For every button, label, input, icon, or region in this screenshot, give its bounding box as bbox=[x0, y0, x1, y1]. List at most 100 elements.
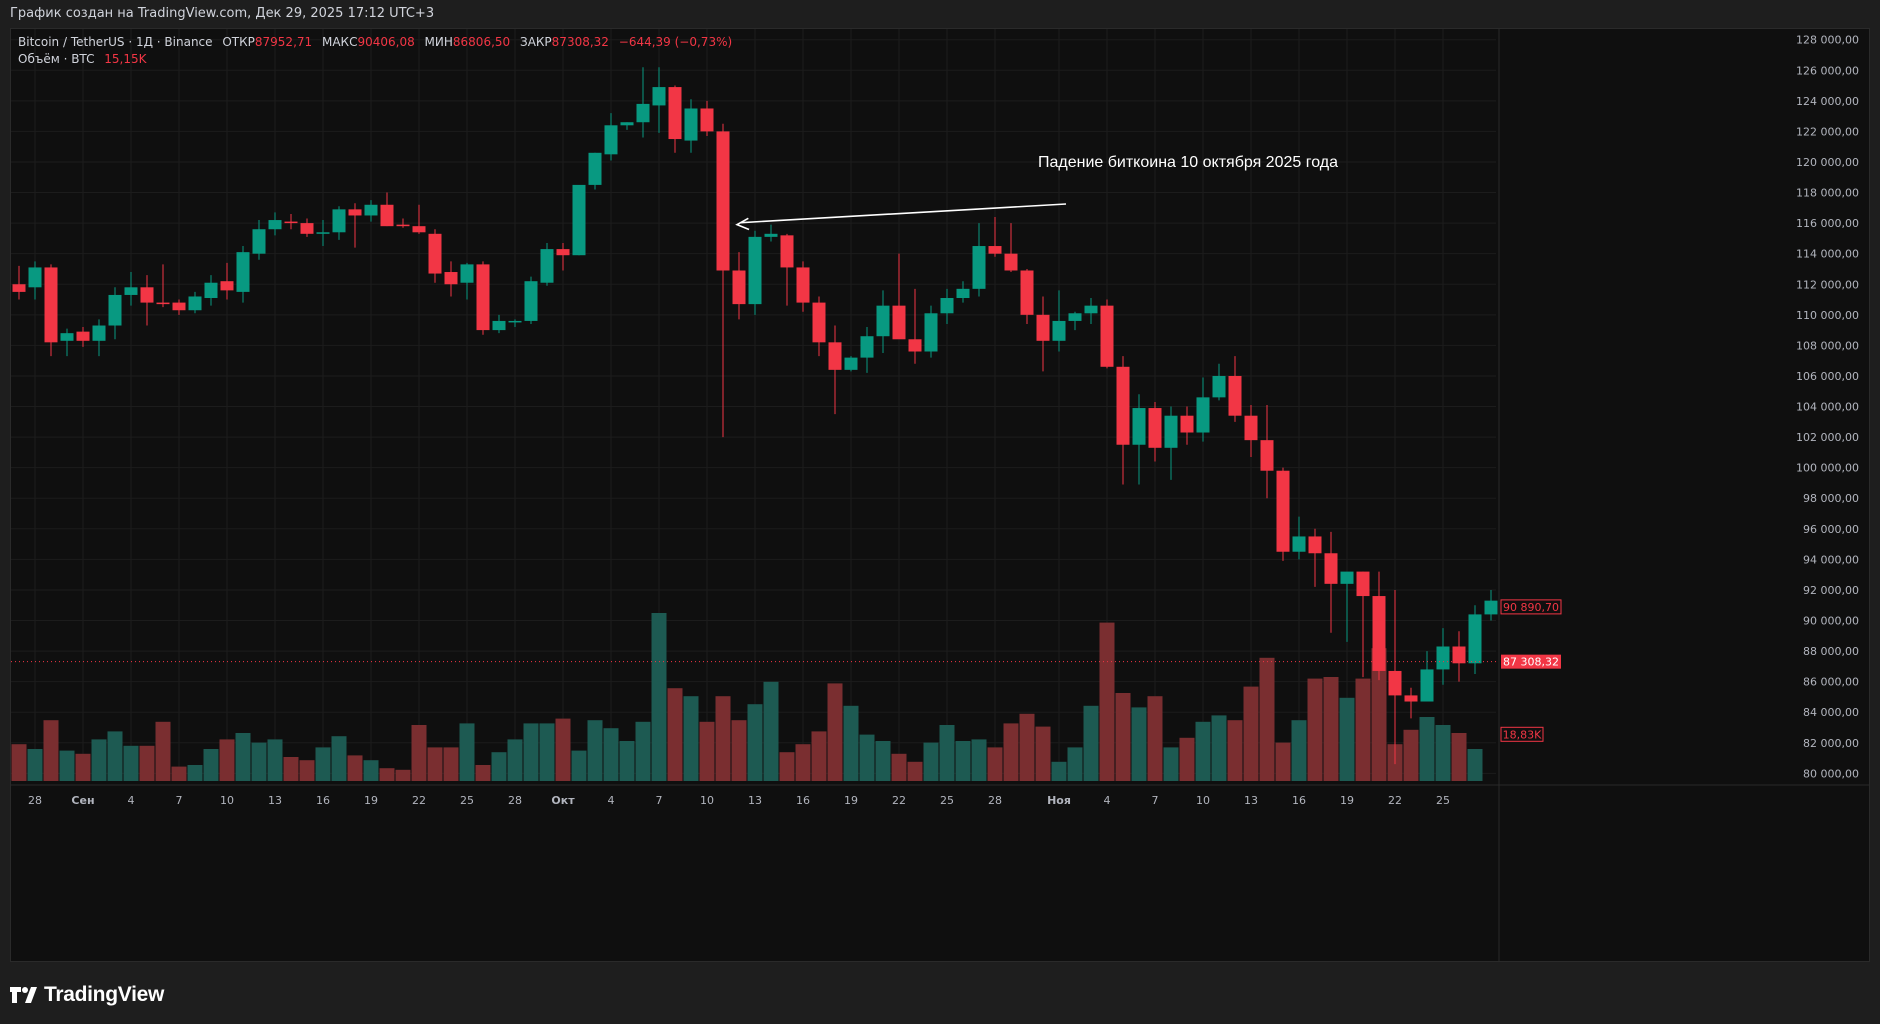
candle-body bbox=[156, 302, 170, 305]
chart-frame[interactable]: 80 000,00 82 000,00 84 000,00 86 000,00 88 0… bbox=[10, 28, 1870, 962]
candle-body bbox=[364, 204, 378, 216]
y-tick-label: 112 000,00 bbox=[1796, 278, 1859, 291]
candle-body bbox=[860, 336, 874, 358]
volume-bar bbox=[1147, 696, 1163, 781]
candle-body bbox=[524, 281, 538, 321]
candle-body bbox=[1100, 305, 1114, 367]
candle-body bbox=[540, 249, 554, 283]
candle-body bbox=[1324, 553, 1338, 584]
x-tick-label: 10 bbox=[1196, 794, 1210, 807]
volume-bar bbox=[1211, 715, 1227, 781]
volume-bar bbox=[763, 681, 779, 781]
x-tick-label: 7 bbox=[176, 794, 183, 807]
volume-bar bbox=[75, 753, 91, 781]
candle-body bbox=[844, 357, 858, 370]
volume-bar bbox=[427, 747, 443, 781]
candle-body bbox=[876, 305, 890, 337]
candle-body bbox=[28, 267, 42, 288]
x-tick-label: 13 bbox=[748, 794, 762, 807]
candle-body bbox=[300, 223, 314, 234]
candle-body bbox=[1308, 536, 1322, 554]
volume-label-box bbox=[1500, 726, 1544, 742]
x-tick-label: 25 bbox=[1436, 794, 1450, 807]
volume-bar bbox=[107, 731, 123, 781]
volume-bar bbox=[571, 750, 587, 781]
x-tick-label: Ноя bbox=[1047, 794, 1071, 807]
volume-bar bbox=[987, 747, 1003, 781]
annotation-arrow-line bbox=[740, 203, 1067, 224]
volume-bar bbox=[1035, 726, 1051, 781]
candle-body bbox=[636, 103, 650, 123]
x-tick-label: 4 bbox=[1104, 794, 1111, 807]
legend-high-value: 90406,08 bbox=[357, 35, 415, 49]
candle-body bbox=[652, 87, 666, 106]
y-tick-label: 82 000,00 bbox=[1803, 737, 1859, 750]
volume-bar bbox=[411, 725, 427, 781]
x-tick-label: 28 bbox=[28, 794, 42, 807]
last-price-label-box bbox=[1501, 654, 1561, 669]
volume-bar bbox=[315, 747, 331, 781]
legend-volume-label[interactable]: Объём · BTC bbox=[18, 52, 95, 66]
volume-bar bbox=[555, 718, 571, 781]
volume-bar bbox=[859, 734, 875, 781]
volume-bar bbox=[1051, 761, 1067, 781]
volume-bar bbox=[203, 749, 219, 781]
volume-bar bbox=[171, 766, 187, 781]
annotation-text: Падение биткоина 10 октября 2025 года bbox=[1038, 154, 1338, 171]
candle-body bbox=[1004, 253, 1018, 271]
volume-bar bbox=[299, 760, 315, 781]
x-tick-label: 19 bbox=[1340, 794, 1354, 807]
legend-symbol[interactable]: Bitcoin / TetherUS · 1Д · Binance bbox=[18, 35, 213, 49]
volume-bar bbox=[1451, 733, 1467, 781]
volume-bar bbox=[283, 757, 299, 781]
candle-body bbox=[268, 220, 282, 230]
legend-high-label: МАКС bbox=[321, 35, 358, 49]
candle-body bbox=[1164, 415, 1178, 448]
candle-body bbox=[1388, 670, 1402, 696]
candle-body bbox=[572, 184, 586, 256]
candle-body bbox=[124, 287, 138, 295]
volume-bar bbox=[651, 613, 667, 781]
volume-bar bbox=[1259, 657, 1275, 781]
x-tick-label: 7 bbox=[1152, 794, 1159, 807]
volume-bar bbox=[219, 739, 235, 781]
candle-body bbox=[1068, 313, 1082, 321]
volume-bar bbox=[507, 739, 523, 781]
volume-bar bbox=[251, 742, 267, 781]
volume-bar bbox=[27, 749, 43, 781]
x-tick-label: 22 bbox=[892, 794, 906, 807]
y-tick-label: 114 000,00 bbox=[1796, 248, 1859, 261]
legend-volume-value: 15,15K bbox=[104, 52, 147, 66]
candle-body bbox=[604, 125, 618, 155]
candle-body bbox=[1148, 408, 1162, 448]
candle-body bbox=[780, 235, 794, 268]
annotation-arrow-head bbox=[735, 217, 750, 231]
candle-body bbox=[188, 296, 202, 311]
candle-body bbox=[1180, 415, 1194, 433]
y-tick-label: 126 000,00 bbox=[1796, 64, 1859, 77]
candle-body bbox=[76, 331, 90, 341]
candle-body bbox=[348, 209, 362, 216]
volume-bar bbox=[1355, 678, 1371, 781]
x-tick-label: Сен bbox=[71, 794, 94, 807]
last-price-label-text: 87 308,32 bbox=[1503, 656, 1559, 669]
volume-label-text: 18,83K bbox=[1503, 728, 1542, 741]
y-tick-label: 116 000,00 bbox=[1796, 217, 1859, 230]
y-tick-label: 100 000,00 bbox=[1796, 462, 1859, 475]
candle-body bbox=[764, 233, 778, 237]
footer-brand[interactable]: TradingView bbox=[10, 980, 164, 1010]
volume-bar bbox=[1339, 697, 1355, 781]
volume-bar bbox=[1195, 721, 1211, 781]
candle-body bbox=[428, 233, 442, 274]
y-tick-label: 102 000,00 bbox=[1796, 431, 1859, 444]
volume-bar bbox=[619, 741, 635, 781]
legend-ohlc-row: Bitcoin / TetherUS · 1Д · Binance ОТКР87… bbox=[18, 34, 732, 51]
volume-bar bbox=[1115, 693, 1131, 781]
volume-bar bbox=[1435, 725, 1451, 781]
y-tick-label: 110 000,00 bbox=[1796, 309, 1859, 322]
candlestick-chart[interactable]: 80 000,00 82 000,00 84 000,00 86 000,00 88 0… bbox=[11, 29, 1869, 961]
volume-bar bbox=[1179, 737, 1195, 781]
legend-close-label: ЗАКР bbox=[520, 35, 552, 49]
volume-bar bbox=[1227, 720, 1243, 781]
volume-bar bbox=[459, 723, 475, 781]
